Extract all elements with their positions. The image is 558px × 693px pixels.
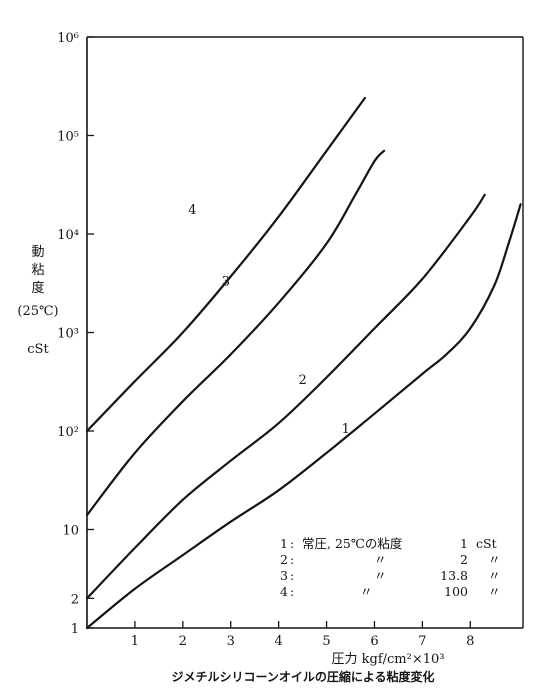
legend-row: 4 : 〃 100 〃 [280, 584, 500, 599]
y-tick-label: 10 [62, 524, 79, 539]
x-axis-ticks: 1 2 3 4 5 6 7 8 [131, 621, 474, 649]
legend-row: 1 : 常圧, 25℃の粘度 1 cSt [280, 536, 497, 551]
legend-row-unit: cSt [476, 536, 497, 551]
legend-row-value: 13.8 [440, 568, 468, 583]
series-label: 2 [298, 373, 306, 388]
y-axis-label-line: 粘 [31, 263, 44, 278]
x-tick-label: 7 [418, 634, 426, 649]
legend-row-colon: : [290, 552, 294, 567]
x-axis-label: 圧力 kgf/cm²×10³ [332, 652, 445, 667]
y-axis-label-line: cSt [27, 342, 49, 357]
legend-row-number: 1 [280, 536, 288, 551]
x-tick-label: 6 [370, 634, 378, 649]
legend-row-description: 〃 [360, 584, 373, 599]
legend: 1 : 常圧, 25℃の粘度 1 cSt 2 : 〃 2 〃 3 : 〃 13.… [280, 536, 500, 599]
legend-row-value: 2 [460, 552, 468, 567]
series-label: 1 [342, 422, 350, 437]
chart-caption: ジメチルシリコーンオイルの圧縮による粘度変化 [171, 669, 434, 684]
series-line [85, 203, 522, 630]
y-tick-label: 10³ [57, 327, 79, 342]
legend-row-value: 1 [460, 536, 468, 551]
legend-row-unit: 〃 [488, 552, 501, 567]
y-tick-label: 10⁴ [57, 228, 79, 243]
legend-row-number: 2 [280, 552, 288, 567]
series-line [85, 193, 486, 600]
legend-row-unit: 〃 [488, 584, 501, 599]
x-tick-label: 3 [227, 634, 235, 649]
x-tick-label: 1 [131, 634, 139, 649]
y-axis-label-line: (25℃) [17, 304, 58, 319]
legend-row-number: 4 [280, 584, 288, 599]
series-label: 4 [188, 203, 196, 218]
y-axis-label-line: 動 [31, 245, 44, 260]
legend-row-unit: 〃 [488, 568, 501, 583]
y-tick-label: 10⁵ [57, 130, 79, 145]
series-line [85, 149, 386, 517]
y-axis-label: 動粘度 (25℃) cSt [17, 245, 58, 357]
x-tick-label: 8 [466, 634, 474, 649]
legend-row-number: 3 [280, 568, 288, 583]
legend-row-colon: : [290, 568, 294, 583]
y-tick-label: 10² [57, 425, 79, 440]
y-tick-label: 2 [71, 592, 79, 607]
x-tick-label: 2 [179, 634, 187, 649]
y-tick-label: 10⁶ [57, 31, 79, 46]
legend-row-description: 常圧, 25℃の粘度 [302, 536, 403, 551]
legend-row-description: 〃 [374, 552, 387, 567]
x-tick-label: 5 [322, 634, 330, 649]
legend-row-colon: : [290, 536, 294, 551]
legend-row: 3 : 〃 13.8 〃 [280, 568, 500, 583]
y-axis-label-line: 度 [31, 280, 44, 296]
series-line [85, 96, 366, 433]
legend-row-value: 100 [444, 584, 468, 599]
x-tick-label: 4 [275, 634, 283, 649]
legend-row: 2 : 〃 2 〃 [280, 552, 500, 567]
y-axis-ticks: 1 2 10 10² 10³ 10⁴ 10⁵ 10⁶ [57, 31, 94, 637]
y-tick-label: 1 [71, 622, 79, 637]
legend-row-colon: : [290, 584, 294, 599]
legend-row-description: 〃 [374, 568, 387, 583]
